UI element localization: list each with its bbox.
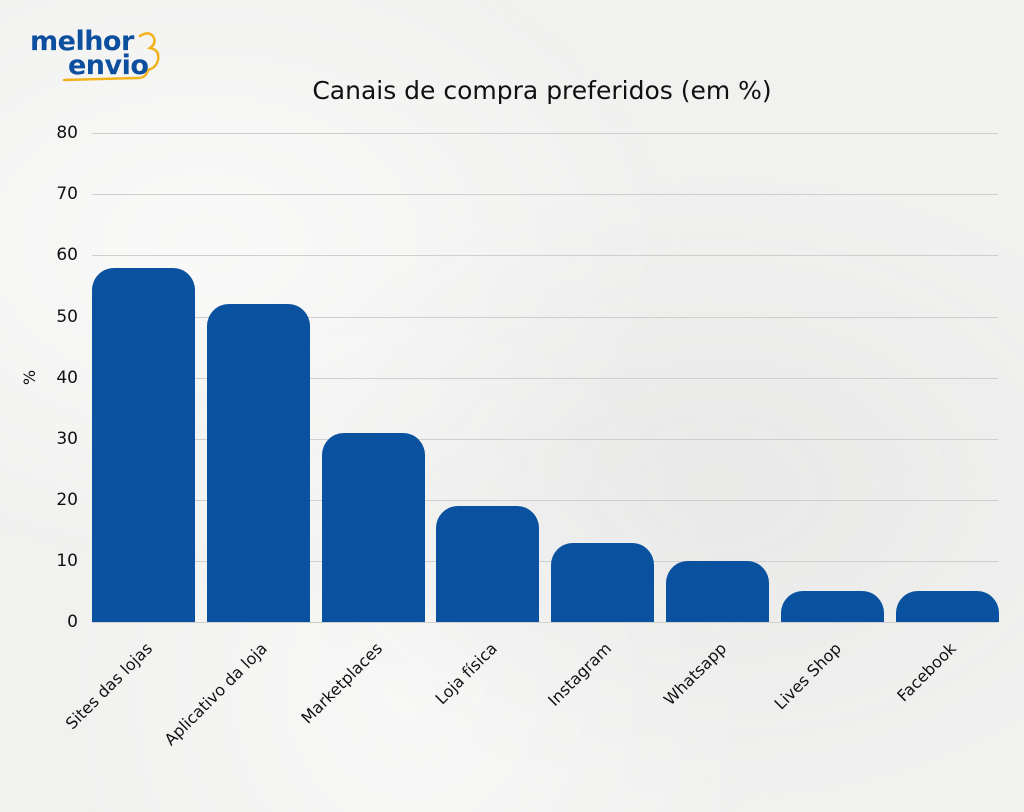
gridline <box>92 439 998 440</box>
gridline <box>92 194 998 195</box>
gridline <box>92 561 998 562</box>
bar <box>321 432 425 622</box>
x-tick-label: Instagram <box>544 638 616 710</box>
bar <box>436 505 540 622</box>
bar <box>206 304 310 622</box>
gridline <box>92 378 998 379</box>
y-tick-label: 70 <box>56 184 78 205</box>
logo-text-line2: envio <box>68 50 149 81</box>
x-tick-label: Loja física <box>431 638 501 709</box>
bar <box>551 542 655 622</box>
logo-text-line1: melhor <box>30 26 134 57</box>
gridline <box>92 500 998 501</box>
y-tick-label: 10 <box>56 550 78 571</box>
chart-title: Canais de compra preferidos (em %) <box>312 76 772 105</box>
x-tick-label: Lives Shop <box>770 638 846 714</box>
gridline <box>92 622 998 623</box>
melhor-envio-logo: melhor envio <box>28 22 178 82</box>
y-tick-label: 20 <box>56 489 78 510</box>
x-tick-label: Aplicativo da loja <box>160 638 272 750</box>
y-tick-label: 60 <box>56 245 78 266</box>
y-tick-label: 0 <box>67 612 78 632</box>
y-tick-label: 50 <box>56 306 78 327</box>
y-tick-label: 80 <box>56 123 78 144</box>
x-tick-label: Whatsapp <box>659 638 731 710</box>
bar <box>895 591 999 622</box>
gridline <box>92 317 998 318</box>
thumbs-up-icon <box>62 32 160 82</box>
bar <box>666 560 769 622</box>
y-tick-label: 30 <box>56 428 78 449</box>
y-axis-label: % <box>20 369 40 386</box>
y-tick-label: 40 <box>56 367 78 388</box>
x-tick-label: Marketplaces <box>297 638 386 728</box>
x-tick-label: Sites das lojas <box>61 638 157 734</box>
x-tick-label: Facebook <box>893 638 960 706</box>
bar <box>92 267 195 622</box>
gridline <box>92 133 998 134</box>
bar <box>780 591 884 622</box>
gridline <box>92 255 998 256</box>
